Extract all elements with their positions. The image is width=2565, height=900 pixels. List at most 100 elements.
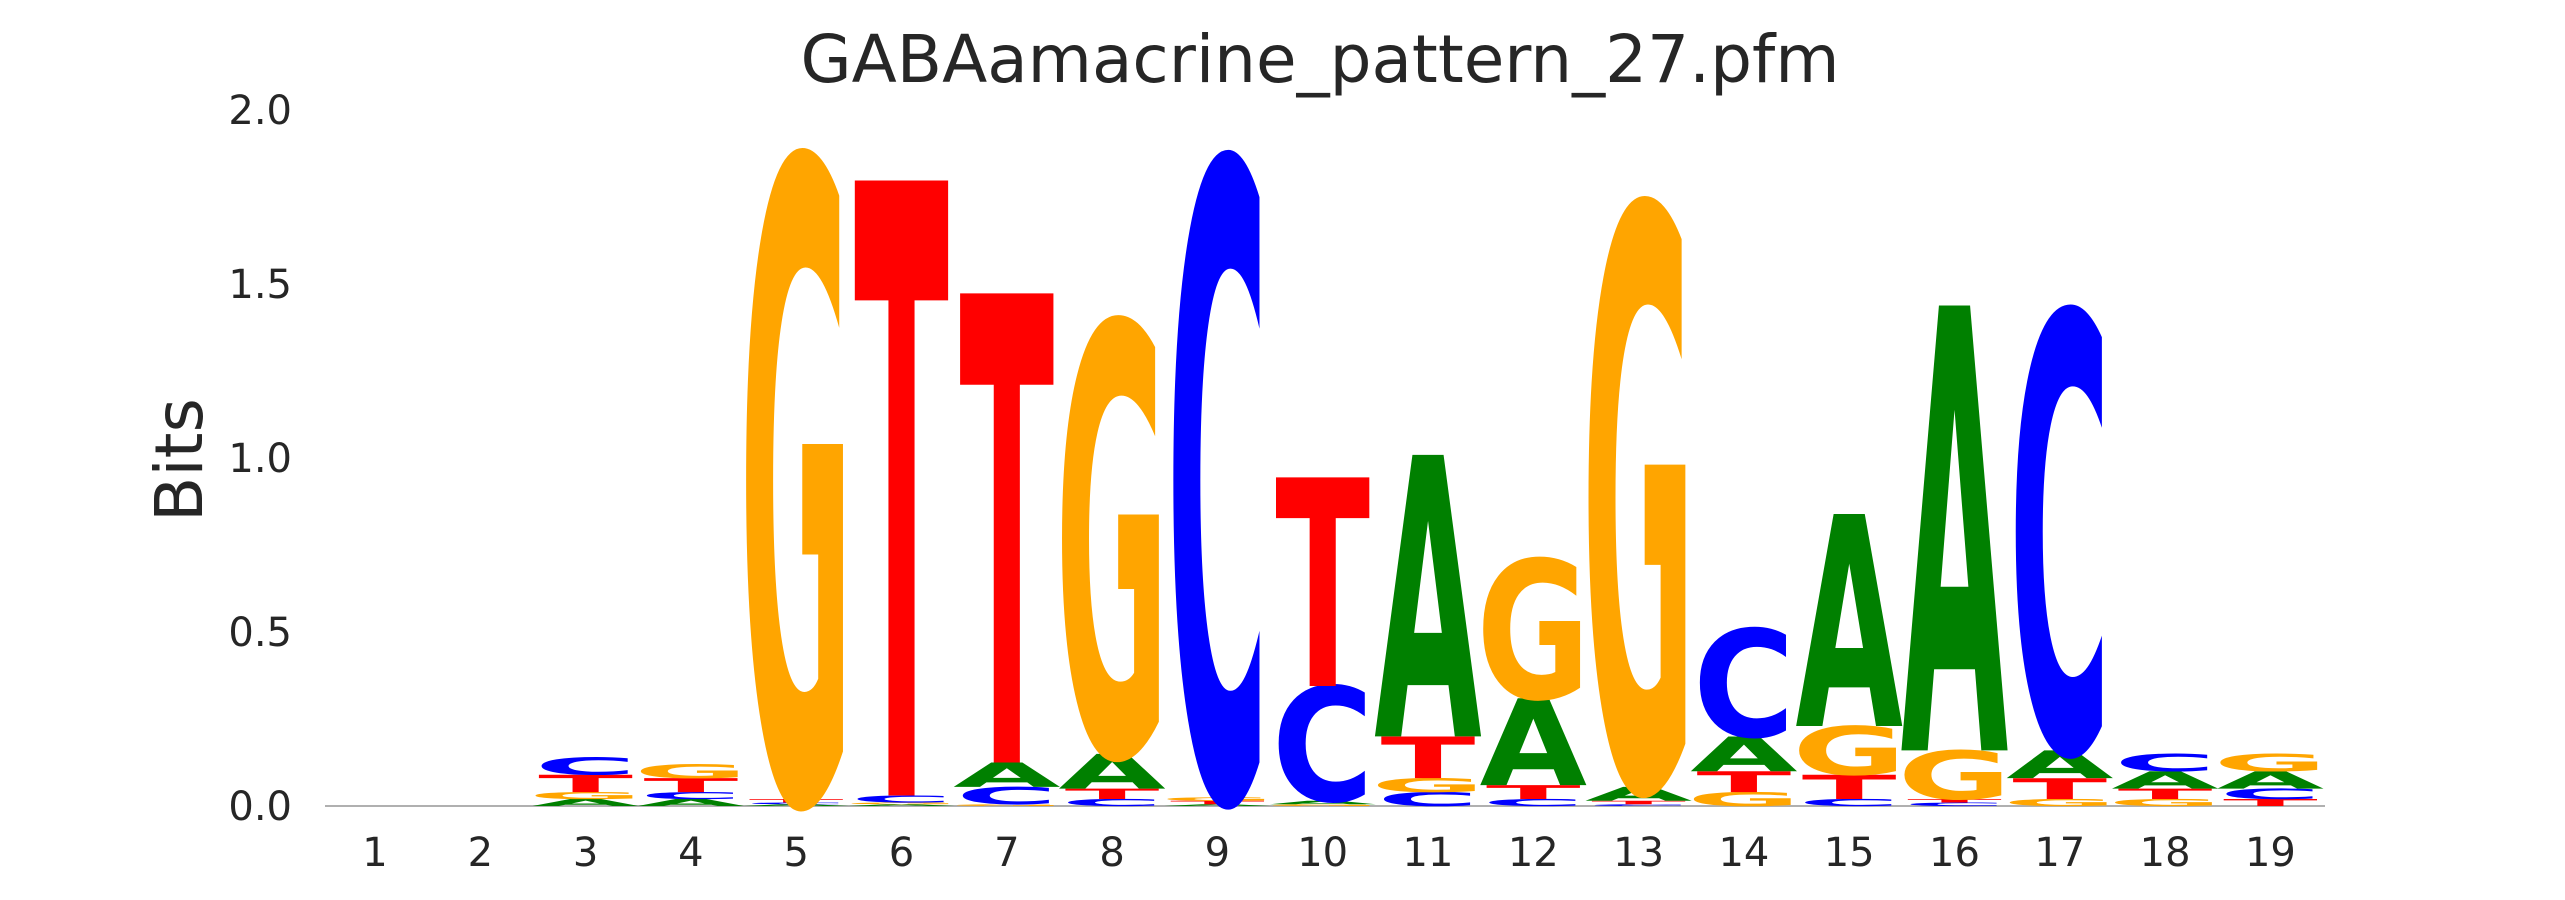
logo-letter-c: C [745, 802, 847, 805]
logo-letter-c: C [1693, 599, 1795, 771]
logo-letter-a: A [1164, 804, 1271, 807]
chart-title: GABAamacrine_pattern_27.pfm [801, 21, 1840, 98]
logo-letter-t: T [854, 13, 949, 900]
logo-letter-t: T [2223, 797, 2318, 808]
logo-letter-a: A [1480, 675, 1587, 814]
logo-letter-a: A [2217, 767, 2324, 795]
logo-letter-t: T [1275, 421, 1370, 754]
x-tick-label: 16 [1929, 830, 1980, 876]
logo-letter-g: G [1582, 48, 1696, 900]
logo-letter-t: T [1802, 768, 1897, 807]
y-tick-label: 0.5 [228, 610, 292, 656]
logo-letter-a: A [953, 756, 1060, 795]
x-tick-label: 4 [678, 830, 703, 876]
logo-letter-a: A [2111, 767, 2218, 795]
logo-letter-a: A [848, 804, 955, 807]
logo-letter-g: G [1371, 775, 1485, 797]
y-tick-label: 1.0 [228, 436, 292, 482]
logo-letter-t: T [538, 770, 633, 798]
logo-letter-g: G [1266, 804, 1380, 807]
logo-letter-t: T [644, 775, 739, 797]
logo-letter-a: A [1269, 800, 1376, 806]
logo-letter-g: G [1476, 522, 1590, 744]
logo-letter-g: G [1055, 206, 1169, 894]
x-tick-label: 5 [783, 830, 808, 876]
y-axis-label: Bits [141, 398, 218, 522]
logo-letter-t: T [749, 798, 844, 804]
x-tick-label: 7 [994, 830, 1019, 876]
logo-letter-c: C [535, 753, 637, 781]
x-tick-label: 6 [889, 830, 914, 876]
logo-letter-g: G [1792, 713, 1906, 791]
x-tick-label: 17 [2034, 830, 2085, 876]
logo-letter-t: T [1591, 800, 1686, 806]
logo-letter-g: G [739, 0, 853, 900]
logo-letter-g: G [844, 802, 958, 805]
x-tick-label: 1 [362, 830, 387, 876]
logo-letter-c: C [2219, 786, 2321, 803]
logo-letter-a: A [637, 797, 744, 808]
logo-letter-g: G [1898, 737, 2012, 815]
x-tick-label: 2 [468, 830, 493, 876]
x-tick-label: 14 [1718, 830, 1769, 876]
logo-letter-g: G [529, 790, 643, 801]
logo-letter-g: G [2108, 797, 2222, 808]
logo-letter-a: A [1795, 455, 1902, 794]
logo-letter-c: C [1377, 788, 1479, 810]
logo-letter-a: A [1374, 380, 1483, 828]
logo-letter-t: T [1381, 725, 1476, 792]
x-tick-label: 19 [2245, 830, 2296, 876]
logo-letter-c: C [851, 794, 953, 805]
logo-letter-g: G [634, 761, 748, 783]
logo-letter-c: C [2009, 192, 2111, 892]
logo-letter-t: T [959, 165, 1054, 900]
logo-letter-t: T [1170, 800, 1265, 806]
logo-letter-c: C [2114, 749, 2216, 777]
x-tick-label: 13 [1613, 830, 1664, 876]
x-tick-label: 3 [573, 830, 598, 876]
logo-letter-g: G [2003, 797, 2117, 808]
y-ticks: 0.0 0.5 1.0 1.5 2.0 [228, 88, 292, 830]
logo-letter-t: T [1065, 786, 1160, 803]
logo-letter-c: C [956, 782, 1058, 810]
y-tick-label: 2.0 [228, 88, 292, 134]
x-tick-label: 11 [1403, 830, 1454, 876]
x-tick-label: 8 [1099, 830, 1124, 876]
x-tick-label: 9 [1205, 830, 1230, 876]
logo-letter-g: G [1160, 796, 1274, 802]
logo-letter-t: T [1486, 782, 1581, 804]
logo-letter-t: T [2012, 773, 2107, 806]
x-tick-label: 15 [1824, 830, 1875, 876]
y-tick-label: 0.0 [228, 784, 292, 830]
logo-letter-c: C [1166, 0, 1268, 900]
logo-letter-c: C [640, 790, 742, 801]
y-tick-label: 1.5 [228, 262, 292, 308]
x-tick-label: 12 [1508, 830, 1559, 876]
logo-letter-a: A [1058, 745, 1165, 800]
logo-letter-a: A [2006, 743, 2114, 788]
x-tick-label: 10 [1297, 830, 1348, 876]
logo-letter-c: C [1061, 797, 1163, 808]
logo-letter-t: T [1907, 798, 2002, 804]
logo-letter-a: A [1585, 783, 1693, 805]
x-ticks: 1 2 3 4 5 6 7 8 9 10 11 12 13 14 15 16 17 18 19 [362, 830, 2296, 876]
logo-letter-c: C [1904, 802, 2006, 808]
logo-letter-c: C [1482, 797, 1584, 808]
logo-letter-g: G [1687, 788, 1801, 810]
logo-letter-a: A [1901, 185, 2010, 895]
